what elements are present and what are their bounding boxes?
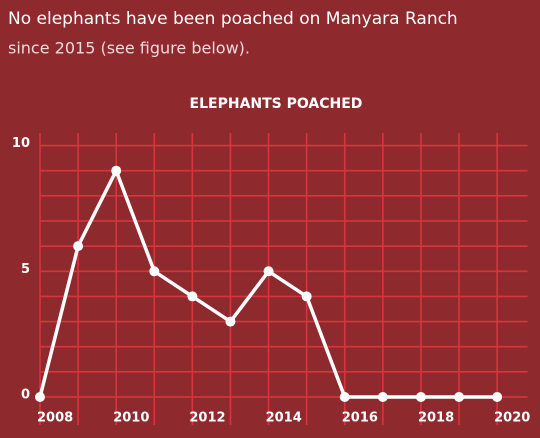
x-tick-label: 2008 <box>37 411 73 426</box>
header-line: since 2015 (see figure below). <box>8 39 250 58</box>
data-point <box>454 392 465 402</box>
data-point <box>35 392 45 402</box>
x-tick-label: 2012 <box>189 411 225 426</box>
data-point <box>149 266 160 277</box>
data-point <box>377 392 388 402</box>
data-point <box>492 392 503 402</box>
y-tick-label: 0 <box>21 388 30 403</box>
y-tick-label: 5 <box>21 262 30 277</box>
data-point <box>415 392 426 402</box>
header-line: No elephants have been poached on Manyar… <box>8 9 458 29</box>
x-tick-label: 2020 <box>494 411 530 426</box>
data-point <box>225 316 236 327</box>
y-tick-label: 10 <box>12 136 30 151</box>
data-point <box>111 165 122 176</box>
x-tick-label: 2014 <box>266 411 302 426</box>
x-tick-label: 2010 <box>113 411 149 426</box>
grid: 0 5 10 2008 2010 2012 2014 2016 2018 2020 <box>12 133 530 426</box>
data-point <box>301 291 312 302</box>
data-point <box>339 392 350 402</box>
chart-title: ELEPHANTS POACHED <box>190 96 363 112</box>
x-tick-label: 2016 <box>342 411 378 426</box>
x-tick-label: 2018 <box>418 411 454 426</box>
data-point <box>73 241 84 252</box>
plot <box>35 165 503 402</box>
data-point <box>263 266 274 277</box>
data-point <box>187 291 198 302</box>
